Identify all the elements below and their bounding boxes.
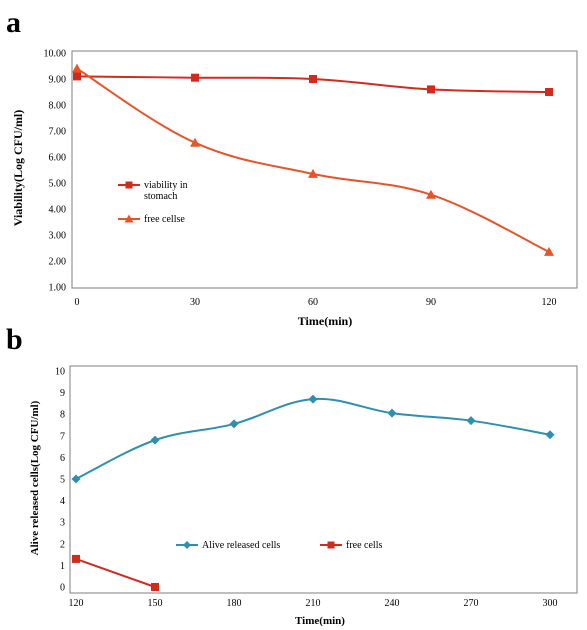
panel-a-data-point-free (190, 137, 200, 147)
panel-a-series (72, 63, 554, 256)
panel-b-y-ticks: 0 1 2 3 4 5 6 7 8 9 10 (55, 367, 65, 594)
panel-a-x-tick-label: 90 (426, 297, 436, 308)
panel-a-x-axis-title: Time(min) (298, 314, 352, 328)
legend-b-label-alive: Alive released cells (202, 540, 280, 551)
panel-b-data-point-alive (229, 419, 239, 429)
panel-b-y-tick-label: 8 (60, 410, 65, 421)
panel-a-y-tick-label: 6.00 (49, 153, 67, 164)
panel-b-letter: b (6, 323, 23, 356)
panel-b-x-tick-label: 240 (385, 598, 400, 609)
panel-b: b 0 1 2 3 4 5 6 7 8 9 10 120 150 180 210 240 270 300 Tim… (6, 323, 578, 627)
panel-a-y-tick-label: 4.00 (49, 205, 67, 216)
panel-a-y-ticks: 1.00 2.00 3.00 4.00 5.00 6.00 7.00 8.00 9.00 10.0… (44, 49, 67, 294)
panel-a: a 1.00 2.00 3.00 4.00 5.00 6.00 7.00 8.00 9.00 10… (6, 6, 578, 328)
panel-b-y-axis-title: Alive released cells(Log CFU/ml) (29, 400, 41, 555)
panel-b-data-point-alive (545, 430, 555, 440)
panel-b-y-tick-label: 2 (60, 539, 65, 550)
panel-b-y-tick-label: 0 (60, 583, 65, 594)
panel-b-x-tick-label: 270 (464, 598, 479, 609)
panel-a-x-tick-label: 30 (190, 297, 200, 308)
panel-b-data-point-alive (308, 394, 318, 404)
legend-a-marker-viability (125, 181, 133, 189)
panel-b-legend: Alive released cells free cells (176, 540, 382, 551)
panel-a-y-axis-title: Viability(Log CFU/ml) (11, 110, 25, 227)
panel-b-series-line-free (75, 557, 156, 588)
panel-b-series (71, 394, 555, 591)
legend-a-label-free: free cellse (144, 214, 185, 225)
panel-a-x-ticks: 0 30 60 90 120 (75, 297, 557, 308)
panel-b-x-ticks: 120 150 180 210 240 270 300 (69, 598, 558, 609)
panel-b-data-point-alive (150, 435, 160, 445)
panel-b-x-tick-label: 120 (69, 598, 84, 609)
panel-b-y-tick-label: 1 (60, 561, 65, 572)
legend-a-label-viability-line2: stomach (144, 191, 177, 202)
panel-a-letter: a (6, 6, 21, 39)
panel-b-y-tick-label: 3 (60, 518, 65, 529)
panel-a-data-point-viability (545, 88, 553, 96)
panel-a-x-tick-label: 60 (308, 297, 318, 308)
panel-b-y-tick-label: 7 (60, 431, 65, 442)
panel-a-y-tick-label: 2.00 (49, 257, 67, 268)
panel-b-y-tick-label: 10 (55, 367, 65, 378)
panel-a-data-point-viability (73, 72, 81, 81)
panel-a-x-tick-label: 0 (75, 297, 80, 308)
panel-b-x-axis-title: Time(min) (295, 615, 345, 627)
panel-b-y-tick-label: 5 (60, 475, 65, 486)
panel-b-x-tick-label: 150 (148, 598, 163, 609)
panel-a-y-tick-label: 5.00 (49, 179, 67, 190)
panel-b-x-tick-label: 210 (306, 598, 321, 609)
panel-a-y-tick-label: 1.00 (49, 283, 67, 294)
legend-b-marker-free (327, 541, 335, 549)
legend-b-label-free: free cells (346, 540, 382, 551)
legend-b-marker-alive (183, 541, 191, 549)
panel-a-data-point-viability (191, 73, 199, 82)
panel-a-y-tick-label: 10.00 (44, 49, 67, 60)
panel-a-data-point-viability (309, 75, 317, 83)
panel-b-data-point-alive (387, 408, 397, 418)
panel-b-data-point-free (72, 554, 80, 563)
panel-a-y-tick-label: 9.00 (49, 75, 67, 86)
panel-b-plot-frame (69, 365, 578, 594)
legend-a-label-viability-line1: viability in (144, 180, 188, 191)
legend-a-marker-free (124, 214, 134, 223)
panel-b-data-point-alive (466, 416, 476, 426)
panel-b-y-tick-label: 6 (60, 453, 65, 464)
panel-a-y-tick-label: 8.00 (49, 101, 67, 112)
panel-b-y-tick-label: 9 (60, 388, 65, 399)
legend-a-label-viability: viability in stomach (144, 180, 190, 202)
panel-a-data-point-free (544, 246, 554, 256)
panel-a-y-tick-label: 7.00 (49, 127, 67, 138)
panel-a-data-point-free (72, 63, 82, 73)
panel-a-legend: viability in stomach free cellse (118, 180, 190, 225)
panel-b-data-point-free (151, 583, 159, 591)
panel-a-data-point-free (308, 168, 318, 178)
panel-a-x-tick-label: 120 (542, 297, 557, 308)
panel-b-x-tick-label: 300 (543, 598, 558, 609)
panel-b-data-point-alive (71, 474, 81, 484)
panel-a-y-tick-label: 3.00 (49, 231, 67, 242)
panel-b-x-tick-label: 180 (227, 598, 242, 609)
panel-a-data-point-free (426, 189, 436, 199)
panel-b-y-tick-label: 4 (60, 496, 65, 507)
panel-a-plot-frame (71, 50, 578, 289)
panel-a-data-point-viability (427, 85, 435, 94)
